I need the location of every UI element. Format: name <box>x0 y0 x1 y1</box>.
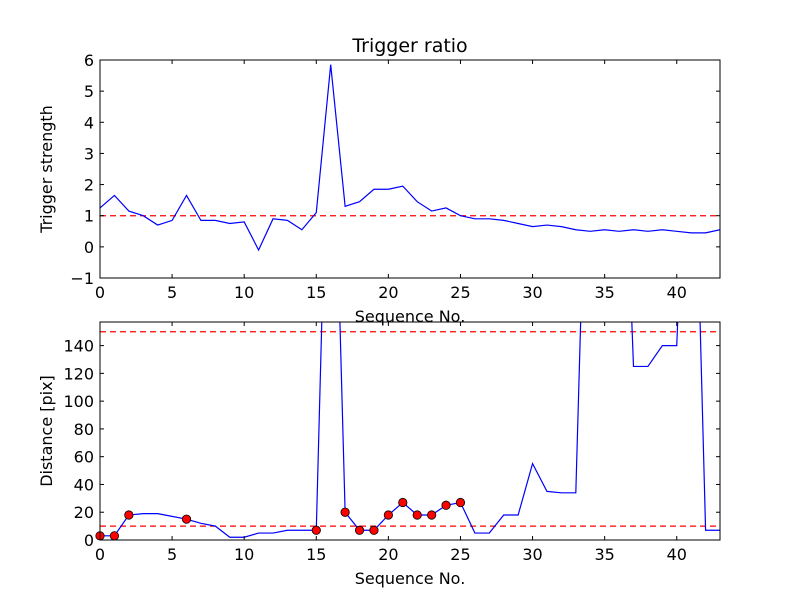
y-tick-label: 40 <box>74 475 94 494</box>
chart-title: Trigger ratio <box>351 35 467 57</box>
y-tick-label: 140 <box>63 337 94 356</box>
y-tick-label: 100 <box>63 392 94 411</box>
x-tick-label: 20 <box>378 545 398 564</box>
y-axis-title: Distance [pix] <box>37 375 56 487</box>
y-tick-label: 0 <box>84 531 94 550</box>
y-tick-label: 60 <box>74 448 94 467</box>
x-tick-label: 30 <box>522 545 542 564</box>
y-tick-label: 80 <box>74 420 94 439</box>
y-tick-label: 120 <box>63 364 94 383</box>
data-point-marker <box>412 510 422 520</box>
data-point-marker <box>398 497 408 508</box>
data-point-marker <box>441 500 451 510</box>
y-tick-label: 20 <box>74 503 94 522</box>
y-tick-label: 0 <box>84 238 94 257</box>
x-tick-label: 0 <box>95 545 105 564</box>
data-point-marker <box>124 510 134 520</box>
x-tick-label: 25 <box>450 283 470 302</box>
data-point-marker <box>109 531 120 541</box>
x-tick-label: 25 <box>450 545 470 564</box>
x-tick-label: 10 <box>234 545 254 564</box>
y-tick-label: 2 <box>84 176 94 195</box>
subplot-2: 0 5 10 15 20 25 30 35 40 0 20 40 60 80 100 120 140 Sequen… <box>37 321 721 588</box>
y-tick-label: 1 <box>84 207 94 226</box>
y-tick-label: −1 <box>70 269 94 288</box>
data-point-marker <box>455 497 466 508</box>
x-axis-title: Sequence No. <box>355 569 466 588</box>
x-tick-label: 10 <box>234 283 254 302</box>
x-tick-label: 35 <box>594 545 614 564</box>
x-tick-label: 15 <box>306 545 326 564</box>
data-point-marker <box>383 510 393 520</box>
y-tick-label: 6 <box>84 51 94 70</box>
data-point-marker <box>427 510 437 520</box>
x-tick-label: 40 <box>667 283 687 302</box>
x-tick-label: 0 <box>95 283 105 302</box>
series-line-1 <box>100 322 720 538</box>
x-axis-title: Sequence No. <box>355 307 466 326</box>
data-point-marker <box>369 525 379 535</box>
x-tick-label: 20 <box>378 283 398 302</box>
x-tick-label: 5 <box>167 545 177 564</box>
series-line-1 <box>100 64 720 252</box>
y-tick-label: 3 <box>84 144 94 163</box>
x-tick-label: 30 <box>522 283 542 302</box>
y-axis-title: Trigger strength <box>37 105 56 234</box>
data-point-marker <box>311 525 321 535</box>
x-tick-label: 35 <box>594 283 614 302</box>
data-point-marker <box>181 514 192 524</box>
x-tick-label: 5 <box>167 283 177 302</box>
axes-frame <box>99 59 721 279</box>
axes-frame <box>99 321 721 541</box>
data-point-marker <box>340 507 350 517</box>
y-tick-label: 5 <box>84 82 94 101</box>
data-point-marker <box>354 525 365 535</box>
x-tick-label: 15 <box>306 283 326 302</box>
y-tick-label: 4 <box>84 113 94 132</box>
x-tick-label: 40 <box>667 545 687 564</box>
